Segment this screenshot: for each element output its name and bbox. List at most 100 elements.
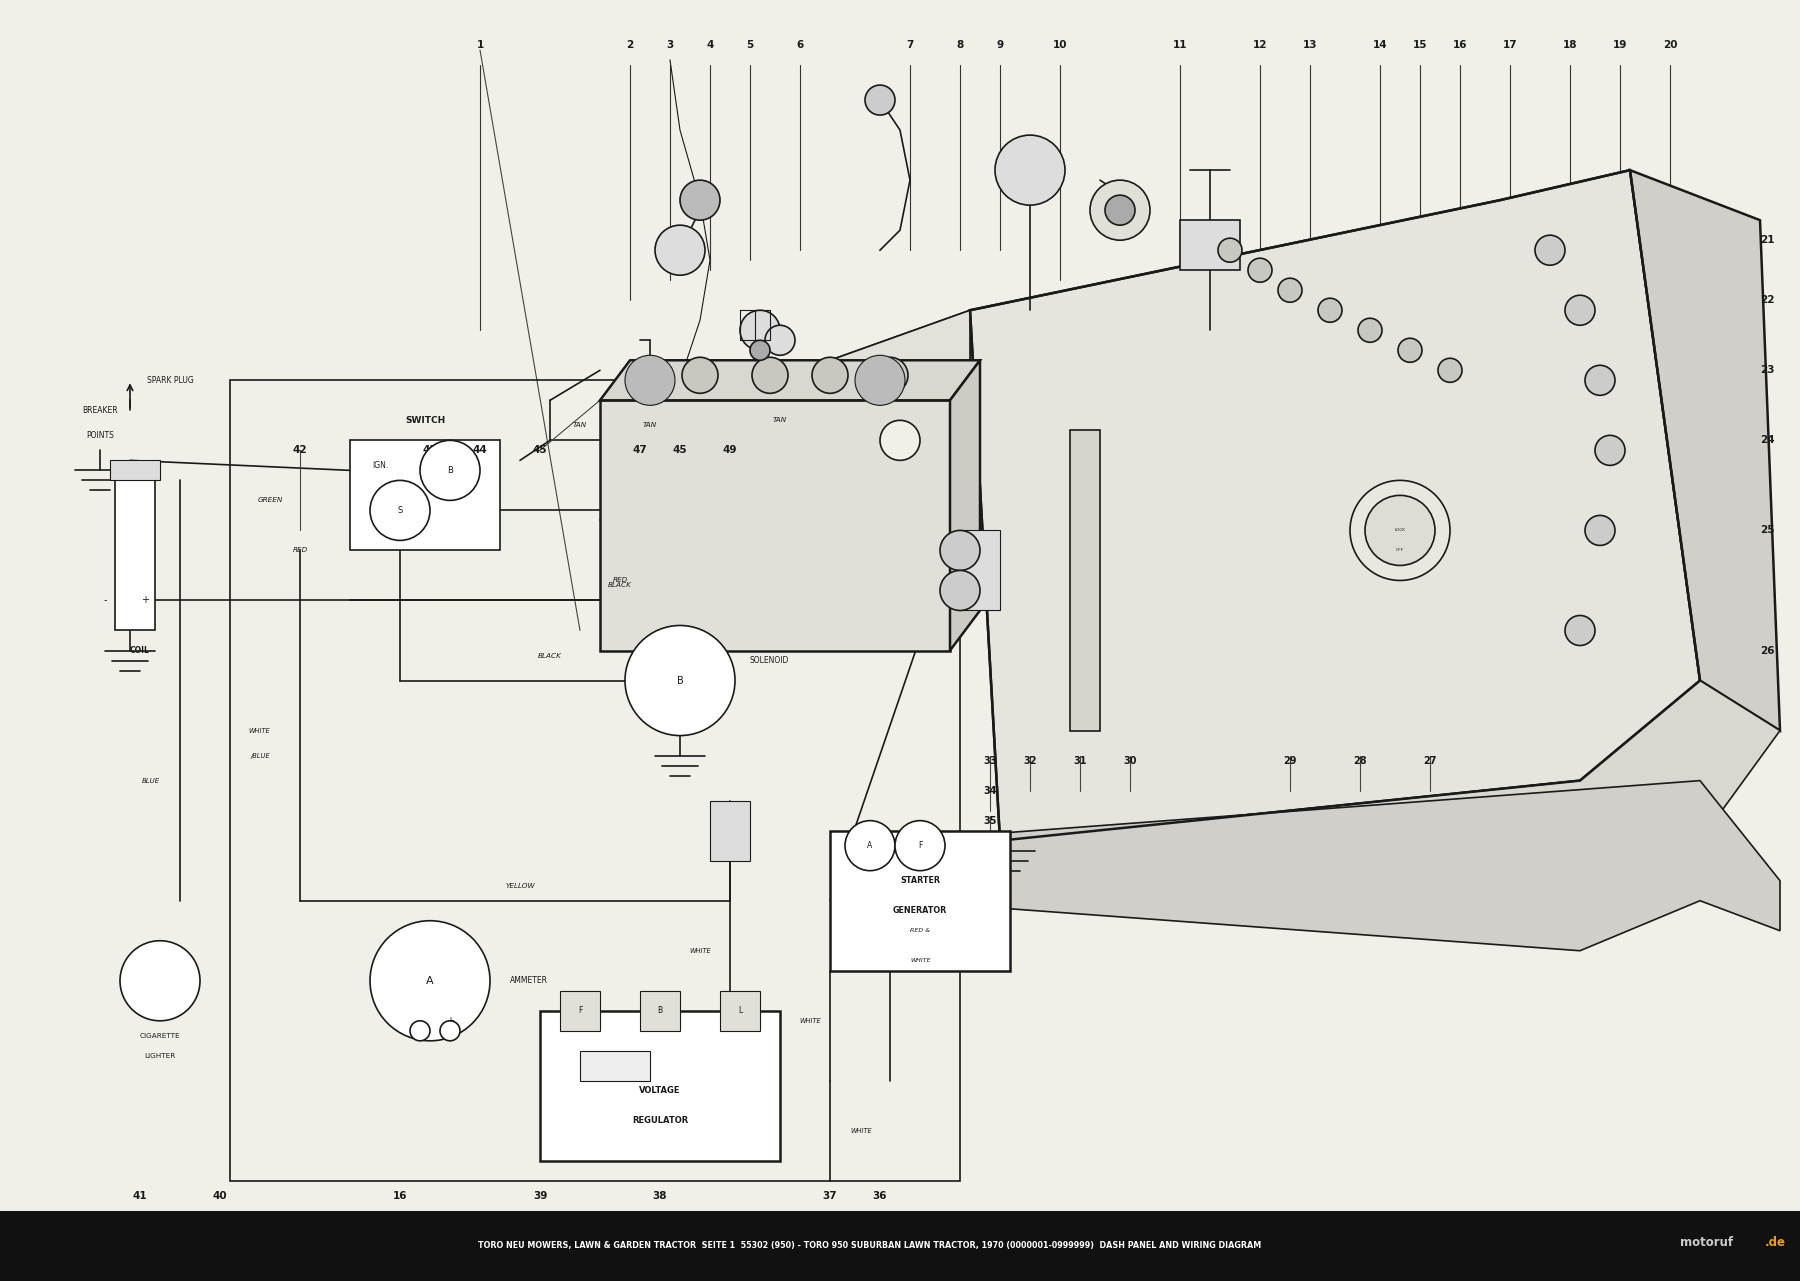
Text: 35: 35	[983, 816, 997, 826]
Text: 14: 14	[1373, 40, 1388, 50]
Bar	[230, 380, 959, 1181]
Text: 28: 28	[1354, 756, 1366, 766]
Bar	[641, 990, 680, 1031]
Text: GREEN: GREEN	[257, 497, 283, 503]
Text: 16: 16	[392, 1191, 407, 1200]
Text: VOLTAGE: VOLTAGE	[639, 1086, 680, 1095]
Bar	[720, 990, 760, 1031]
Text: SWITCH: SWITCH	[405, 416, 445, 425]
Circle shape	[625, 625, 734, 735]
Text: AMMETER: AMMETER	[509, 976, 547, 985]
Circle shape	[740, 310, 779, 350]
Circle shape	[1564, 295, 1595, 325]
Circle shape	[765, 325, 796, 355]
Bar	[959, 530, 1001, 611]
Polygon shape	[1001, 680, 1780, 901]
Text: 24: 24	[1760, 436, 1775, 446]
Circle shape	[1364, 496, 1435, 565]
Text: TAN: TAN	[572, 423, 587, 428]
Circle shape	[940, 570, 979, 611]
Circle shape	[1357, 318, 1382, 342]
Text: 36: 36	[873, 1191, 887, 1200]
Bar	[110, 460, 160, 480]
Text: 18: 18	[1562, 40, 1577, 50]
Text: 22: 22	[1760, 295, 1775, 305]
Text: 45: 45	[673, 446, 688, 455]
Circle shape	[1586, 365, 1615, 396]
Circle shape	[632, 357, 668, 393]
Text: BREAKER: BREAKER	[83, 406, 117, 415]
Polygon shape	[830, 310, 970, 530]
Circle shape	[1586, 515, 1615, 546]
Text: COIL: COIL	[130, 646, 149, 655]
Text: 38: 38	[653, 1191, 668, 1200]
Text: 49: 49	[724, 446, 738, 455]
Text: 4: 4	[706, 40, 713, 50]
Bar	[1181, 220, 1240, 270]
Text: 17: 17	[1503, 40, 1517, 50]
Circle shape	[625, 355, 675, 405]
Circle shape	[439, 1021, 461, 1040]
Text: B: B	[657, 1007, 662, 1016]
Circle shape	[1438, 359, 1462, 382]
Text: 31: 31	[1073, 756, 1087, 766]
Text: 2: 2	[626, 40, 634, 50]
Text: WHITE: WHITE	[850, 1127, 871, 1134]
Text: IGN.: IGN.	[373, 461, 389, 470]
Circle shape	[895, 821, 945, 871]
Circle shape	[1318, 298, 1343, 323]
Circle shape	[1091, 181, 1150, 241]
Text: WHITE: WHITE	[799, 1018, 821, 1024]
Polygon shape	[599, 360, 979, 400]
Text: BLACK: BLACK	[608, 583, 632, 588]
Text: TAN: TAN	[643, 423, 657, 428]
Circle shape	[940, 530, 979, 570]
Text: LOCK: LOCK	[1395, 529, 1406, 533]
Text: 1: 1	[477, 40, 484, 50]
Text: 27: 27	[1424, 756, 1436, 766]
Text: 21: 21	[1760, 236, 1775, 245]
Text: motoruf: motoruf	[1679, 1236, 1733, 1249]
Circle shape	[880, 420, 920, 460]
Circle shape	[1219, 238, 1242, 263]
Circle shape	[1564, 615, 1595, 646]
Text: BLUE: BLUE	[142, 778, 160, 784]
Text: YELLOW: YELLOW	[506, 883, 535, 889]
Text: WHITE: WHITE	[689, 948, 711, 954]
Bar	[830, 830, 1010, 971]
Text: 45: 45	[533, 446, 547, 455]
Circle shape	[655, 225, 706, 275]
Text: POINTS: POINTS	[86, 430, 113, 439]
Text: S: S	[398, 506, 403, 515]
Text: 44: 44	[473, 446, 488, 455]
Text: A: A	[427, 976, 434, 986]
Polygon shape	[1631, 170, 1780, 730]
Polygon shape	[830, 310, 970, 430]
Text: 16: 16	[1453, 40, 1467, 50]
Text: 29: 29	[1283, 756, 1296, 766]
Circle shape	[1105, 195, 1136, 225]
Bar	[349, 441, 500, 551]
Bar	[115, 480, 155, 630]
Text: RED: RED	[612, 578, 628, 583]
Circle shape	[1535, 236, 1564, 265]
Text: L: L	[738, 1007, 742, 1016]
Circle shape	[682, 357, 718, 393]
Text: F: F	[578, 1007, 581, 1016]
Text: SOLENOID: SOLENOID	[751, 656, 790, 665]
Text: 42: 42	[293, 446, 308, 455]
Text: 5: 5	[747, 40, 754, 50]
Bar	[540, 1011, 779, 1161]
Text: 47: 47	[632, 446, 648, 455]
Text: 41: 41	[133, 1191, 148, 1200]
Text: GENERATOR: GENERATOR	[893, 906, 947, 915]
Text: 40: 40	[212, 1191, 227, 1200]
Circle shape	[866, 85, 895, 115]
Text: 19: 19	[1613, 40, 1627, 50]
Text: 39: 39	[533, 1191, 547, 1200]
Polygon shape	[970, 170, 1699, 840]
Text: 23: 23	[1760, 365, 1775, 375]
Text: LIGHTER: LIGHTER	[144, 1053, 176, 1059]
Text: 26: 26	[1760, 646, 1775, 656]
Circle shape	[419, 441, 481, 501]
